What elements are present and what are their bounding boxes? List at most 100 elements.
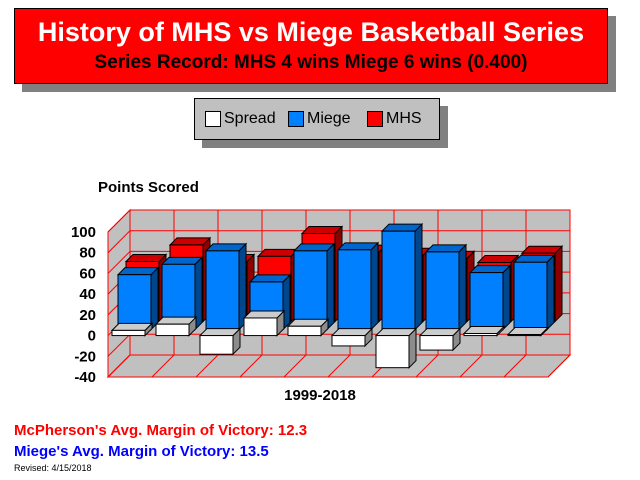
bar-mhs-10-top — [520, 245, 564, 254]
bar-miege-5-side — [326, 242, 335, 331]
bar-spread-9-front — [463, 333, 498, 337]
grid-line-floor — [327, 354, 351, 378]
bar-spread-7-top — [374, 328, 418, 337]
bar-miege-6-front — [337, 249, 372, 331]
bar-spread-7 — [374, 327, 418, 369]
bar-spread-6 — [330, 327, 374, 348]
bar-spread-10 — [506, 326, 550, 337]
legend-swatch-mhs — [367, 111, 383, 127]
bar-miege-1 — [116, 266, 160, 331]
legend-label-miege: Miege — [307, 110, 351, 127]
y-tick-label: 60 — [79, 265, 96, 282]
bar-miege-9 — [468, 264, 512, 331]
bar-miege-3-top — [204, 243, 248, 252]
title-banner: History of MHS vs Miege Basketball Serie… — [14, 8, 608, 84]
bar-spread-5-front — [287, 325, 322, 337]
bar-miege-1-front — [117, 274, 152, 331]
legend-label-spread: Spread — [224, 110, 276, 127]
legend-swatch-spread — [205, 111, 221, 127]
legend-item-mhs: MHS — [367, 109, 422, 129]
bar-miege-7-top — [380, 223, 424, 232]
bar-spread-8-top — [418, 328, 462, 337]
bar-miege-4-top — [248, 274, 292, 283]
grid-line-floor — [415, 354, 439, 378]
bar-miege-3-front — [205, 250, 240, 331]
bar-miege-7-front — [381, 230, 416, 331]
bar-spread-9 — [462, 325, 506, 337]
bar-miege-10-front — [513, 261, 548, 331]
bar-spread-1 — [110, 322, 154, 337]
bar-spread-5-top — [286, 318, 330, 327]
bar-miege-8-front — [425, 251, 460, 331]
bar-mhs-10-side — [554, 245, 563, 323]
bar-spread-2-top — [154, 316, 198, 325]
bar-spread-1-front — [111, 329, 146, 337]
bar-spread-10-top — [506, 327, 550, 336]
bar-spread-4-top — [242, 310, 286, 319]
chart-legend: Spread Miege MHS — [194, 98, 440, 140]
bar-spread-4 — [242, 309, 286, 337]
bar-mhs-9-top — [476, 255, 520, 264]
legend-item-miege: Miege — [288, 109, 351, 129]
x-axis-label: 1999-2018 — [284, 387, 356, 404]
bar-miege-9-side — [502, 264, 511, 331]
y-tick-label: -40 — [74, 369, 96, 386]
miege-margin-text: Miege's Avg. Margin of Victory: 13.5 — [14, 443, 269, 460]
grid-line-left — [107, 251, 131, 274]
bar-miege-9-top — [468, 265, 512, 274]
bar-spread-6-top — [330, 328, 374, 337]
grid-line-left — [107, 230, 131, 254]
chart-title: History of MHS vs Miege Basketball Serie… — [37, 17, 585, 47]
grid-line-floor — [459, 354, 483, 378]
grid-line-left — [107, 333, 131, 357]
bar-spread-9-top — [462, 326, 506, 334]
bar-miege-1-side — [150, 266, 159, 331]
bar-spread-7-front — [375, 335, 410, 369]
bar-mhs-4-top — [256, 248, 300, 257]
bar-miege-3 — [204, 242, 248, 331]
bar-spread-6-front — [331, 335, 366, 347]
bar-miege-9-front — [469, 272, 504, 331]
revised-date: Revised: 4/15/2018 — [14, 463, 92, 473]
bar-miege-6-top — [336, 242, 380, 251]
grid-line-floor — [239, 354, 263, 378]
bar-spread-2-front — [155, 323, 190, 337]
bar-mhs-5-top — [300, 226, 344, 235]
bar-spread-3-front — [199, 335, 234, 355]
y-tick-label: 40 — [79, 286, 96, 303]
bar-spread-10-front — [507, 334, 542, 337]
grid-line-floor — [151, 354, 175, 378]
bar-miege-10-top — [512, 254, 556, 263]
y-axis-ticks: 100 80 60 40 20 0 -20 -40 — [71, 224, 96, 386]
bar-miege-10 — [512, 254, 556, 331]
bar-spread-3 — [198, 327, 242, 356]
grid-line-floor — [283, 354, 307, 378]
bar-miege-7-side — [414, 222, 423, 331]
series-record: Series Record: MHS 4 wins Miege 6 wins (… — [94, 52, 528, 73]
y-tick-label: 0 — [88, 328, 96, 345]
bar-spread-8-front — [419, 335, 454, 351]
bar-miege-8-side — [458, 243, 467, 331]
grid-line-floor — [107, 354, 131, 378]
bar-miege-10-side — [546, 254, 555, 331]
bar-mhs-2-top — [168, 237, 212, 246]
legend-label-mhs: MHS — [386, 110, 422, 127]
y-tick-label: 100 — [71, 224, 96, 241]
bar-mhs-1-top — [124, 254, 168, 262]
y-axis-label: Points Scored — [98, 179, 199, 196]
bar-spread-4-front — [243, 317, 278, 337]
grid-line-left — [107, 209, 131, 233]
bar-miege-5 — [292, 242, 336, 331]
bar-spread-5 — [286, 318, 330, 337]
bar-miege-5-top — [292, 243, 336, 252]
y-tick-label: -20 — [74, 348, 96, 365]
grid-line-floor — [195, 354, 219, 378]
bar-miege-6-side — [370, 241, 379, 331]
bar-spread-3-top — [198, 328, 242, 337]
grid-line-floor — [503, 354, 527, 378]
y-tick-label: 20 — [79, 307, 96, 324]
grid-line-floor — [547, 354, 571, 378]
bar-miege-7 — [380, 222, 424, 331]
mcpherson-margin-text: McPherson's Avg. Margin of Victory: 12.3 — [14, 422, 308, 439]
